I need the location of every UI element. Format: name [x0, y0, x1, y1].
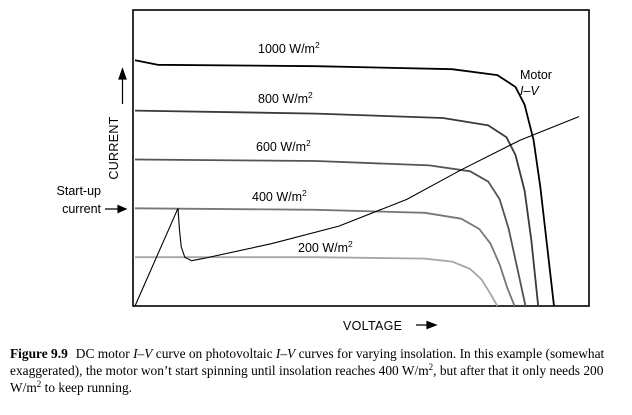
caption-text-5: to keep running.	[41, 380, 133, 395]
pv-curve-1	[134, 109, 540, 307]
motor-iv-label: I–V	[520, 84, 540, 98]
series-label-200: 200 W/m2	[298, 239, 353, 255]
y-axis-title: CURRENT	[107, 116, 121, 179]
x-axis-title: VOLTAGE	[343, 319, 402, 333]
startup-arrow	[105, 204, 128, 214]
caption-text-2: curve on photovoltaic	[152, 346, 276, 361]
caption-sup-2: 2	[36, 379, 42, 389]
pv-motor-iv-chart: 1000 W/m2 800 W/m2 600 W/m2 400 W/m2 200…	[57, 9, 590, 333]
series-label-400: 400 W/m2	[252, 188, 307, 204]
caption-sup-1: 2	[428, 362, 434, 372]
pv-curves	[134, 59, 555, 307]
pv-curve-2	[134, 158, 527, 307]
pv-curve-0	[134, 59, 555, 307]
caption-iv-1: I–V	[133, 346, 153, 361]
caption-text-1: DC motor	[75, 346, 134, 361]
motor-iv-curve	[134, 116, 580, 307]
pv-curve-3	[134, 207, 516, 307]
caption-text-4: , but after that it only needs 200 W/m	[10, 363, 604, 395]
series-label-800: 800 W/m2	[258, 90, 313, 106]
startup-label-line1: Start-up	[57, 184, 102, 198]
series-label-1000: 1000 W/m2	[258, 40, 320, 56]
plot-frame	[132, 9, 590, 307]
figure-caption: Figure 9.9 DC motor I–V curve on photovol…	[10, 345, 628, 396]
pv-curve-4	[135, 256, 499, 307]
series-label-600: 600 W/m2	[256, 138, 311, 154]
y-axis-arrow	[118, 67, 127, 104]
x-axis-arrow	[416, 320, 438, 330]
figure-number: Figure 9.9	[10, 346, 68, 361]
caption-iv-2: I–V	[275, 346, 296, 361]
caption-text-3: curves for varying insolation. In this e…	[10, 346, 605, 378]
motor-label: Motor	[520, 68, 552, 82]
startup-label-line2: current	[62, 202, 101, 216]
